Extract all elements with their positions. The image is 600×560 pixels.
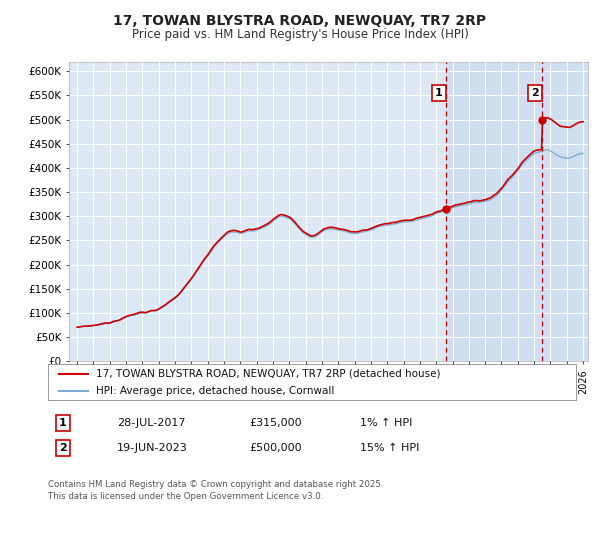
Text: 1: 1 [59,418,67,428]
Text: 28-JUL-2017: 28-JUL-2017 [117,418,185,428]
Text: 1% ↑ HPI: 1% ↑ HPI [360,418,412,428]
Text: 1: 1 [435,88,443,98]
Text: £500,000: £500,000 [249,443,302,453]
Text: HPI: Average price, detached house, Cornwall: HPI: Average price, detached house, Corn… [95,386,334,395]
Text: £315,000: £315,000 [249,418,302,428]
Text: Price paid vs. HM Land Registry's House Price Index (HPI): Price paid vs. HM Land Registry's House … [131,28,469,41]
Text: 15% ↑ HPI: 15% ↑ HPI [360,443,419,453]
Text: 17, TOWAN BLYSTRA ROAD, NEWQUAY, TR7 2RP (detached house): 17, TOWAN BLYSTRA ROAD, NEWQUAY, TR7 2RP… [95,369,440,379]
Text: Contains HM Land Registry data © Crown copyright and database right 2025.
This d: Contains HM Land Registry data © Crown c… [48,480,383,501]
Text: 17, TOWAN BLYSTRA ROAD, NEWQUAY, TR7 2RP: 17, TOWAN BLYSTRA ROAD, NEWQUAY, TR7 2RP [113,14,487,28]
Text: 2: 2 [531,88,539,98]
Bar [446,62,599,361]
Text: 19-JUN-2023: 19-JUN-2023 [117,443,188,453]
Text: 2: 2 [59,443,67,453]
